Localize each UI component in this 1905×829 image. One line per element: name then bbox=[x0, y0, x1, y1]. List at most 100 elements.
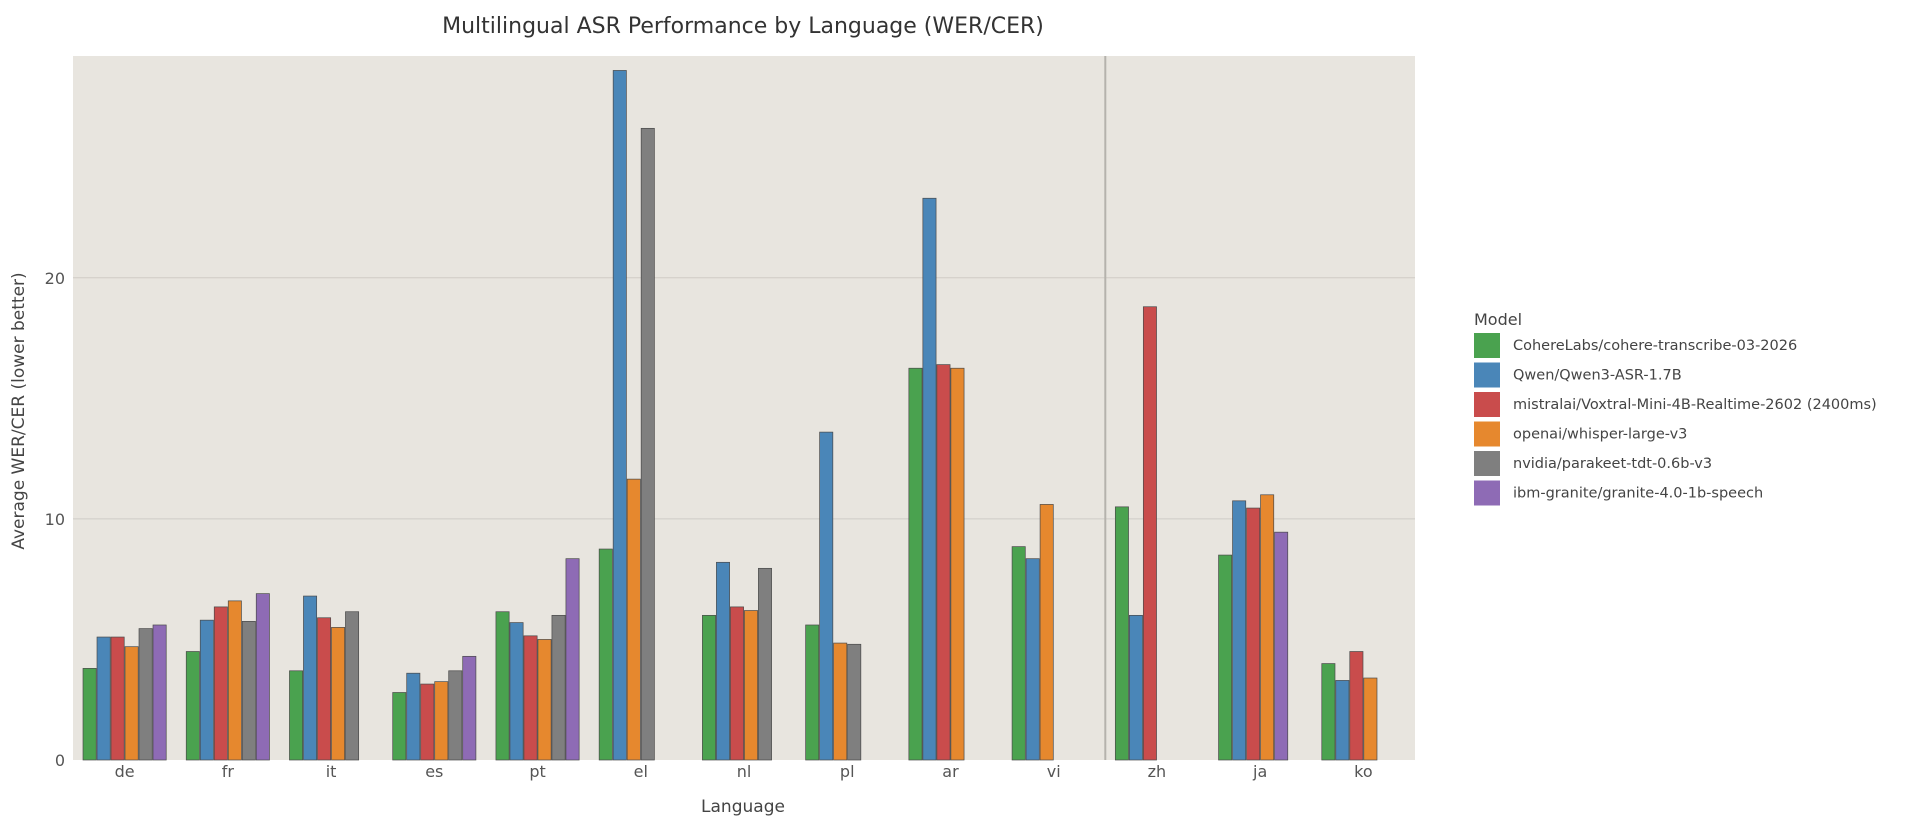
bar-nl-series-5 bbox=[758, 567, 772, 761]
legend-swatch-1 bbox=[1474, 333, 1500, 358]
bar-fr-series-1 bbox=[185, 651, 200, 761]
bar-de-series-4 bbox=[124, 646, 139, 761]
bar-pl-series-5 bbox=[847, 643, 862, 761]
x-axis-ticks: de fr it es pt el nl pl ar vi zh ja ko bbox=[115, 762, 1373, 781]
bar-pl-series-2 bbox=[819, 431, 834, 761]
x-tick-label: es bbox=[425, 762, 443, 781]
x-tick-label: fr bbox=[222, 762, 235, 781]
bar-es-series-2 bbox=[406, 672, 421, 761]
bar-fr-series-5 bbox=[241, 621, 256, 761]
bar-zh-series-1 bbox=[1114, 506, 1129, 761]
bar-vi-series-1 bbox=[1011, 546, 1026, 761]
bar-fr-series-3 bbox=[213, 606, 228, 761]
bar-ar-series-3 bbox=[936, 364, 951, 761]
bar-de-series-5 bbox=[138, 628, 153, 761]
bar-pt-series-6 bbox=[565, 558, 580, 761]
bar-es-series-5 bbox=[448, 670, 463, 761]
bar-es-series-1 bbox=[392, 692, 407, 761]
y-tick-label: 10 bbox=[45, 510, 65, 529]
bars bbox=[82, 70, 1378, 761]
legend-swatch-4 bbox=[1474, 421, 1500, 447]
bar-es-series-4 bbox=[434, 681, 449, 761]
bar-ja-series-6 bbox=[1274, 531, 1289, 761]
bar-ja-series-2 bbox=[1232, 500, 1247, 761]
bar-es-series-3 bbox=[420, 683, 435, 761]
bar-pt-series-4 bbox=[537, 639, 552, 761]
chart-title: Multilingual ASR Performance by Language… bbox=[442, 14, 1044, 39]
bar-ar-series-2 bbox=[922, 197, 937, 761]
y-axis-ticks: 0 10 20 bbox=[45, 269, 65, 770]
bar-pl-series-1 bbox=[805, 624, 820, 761]
x-tick-label: zh bbox=[1148, 762, 1167, 781]
bar-ja-series-4 bbox=[1260, 494, 1275, 761]
legend-title: Model bbox=[1474, 310, 1522, 329]
legend-label-1: CohereLabs/cohere-transcribe-03-2026 bbox=[1513, 338, 1797, 354]
x-tick-label: nl bbox=[737, 762, 752, 781]
bar-el-series-1 bbox=[598, 548, 613, 761]
x-tick-label: vi bbox=[1047, 762, 1061, 781]
bar-it-series-5 bbox=[345, 611, 360, 761]
bar-it-series-1 bbox=[289, 670, 304, 761]
x-tick-label: pl bbox=[840, 762, 855, 781]
bar-ja-series-3 bbox=[1246, 507, 1261, 761]
bar-pl-series-4 bbox=[833, 642, 848, 761]
bar-pt-series-3 bbox=[523, 635, 538, 761]
bar-vi-series-2 bbox=[1025, 558, 1040, 761]
bar-el-series-4 bbox=[626, 478, 641, 761]
legend-swatch-5 bbox=[1474, 451, 1500, 476]
bar-ko-series-4 bbox=[1363, 677, 1378, 761]
x-tick-label: el bbox=[634, 762, 648, 781]
y-tick-label: 0 bbox=[55, 751, 65, 770]
legend-label-3: mistralai/Voxtral-Mini-4B-Realtime-2602 … bbox=[1513, 397, 1877, 413]
x-tick-label: de bbox=[115, 762, 135, 781]
bar-el-series-5 bbox=[640, 127, 655, 761]
x-tick-label: ja bbox=[1252, 762, 1267, 781]
bar-de-series-6 bbox=[152, 624, 167, 761]
bar-pt-series-2 bbox=[509, 622, 524, 761]
legend-swatch-6 bbox=[1474, 480, 1500, 506]
bar-ko-series-2 bbox=[1335, 680, 1350, 761]
legend-label-5: nvidia/parakeet-tdt-0.6b-v3 bbox=[1513, 456, 1712, 472]
bar-fr-series-6 bbox=[255, 593, 270, 761]
bar-nl-series-4 bbox=[744, 610, 758, 761]
bar-nl-series-2 bbox=[716, 561, 730, 761]
bar-pt-series-1 bbox=[495, 611, 510, 761]
legend: Model CohereLabs/cohere-transcribe-03-20… bbox=[1474, 310, 1877, 506]
bar-de-series-1 bbox=[82, 668, 97, 761]
gridlines bbox=[73, 277, 1415, 520]
x-tick-label: ar bbox=[942, 762, 959, 781]
bar-it-series-4 bbox=[331, 627, 346, 761]
bar-it-series-2 bbox=[303, 595, 318, 761]
x-tick-label: pt bbox=[529, 762, 545, 781]
legend-label-6: ibm-granite/granite-4.0-1b-speech bbox=[1513, 486, 1763, 502]
bar-nl-series-3 bbox=[730, 606, 744, 761]
bar-fr-series-4 bbox=[227, 600, 242, 761]
bar-el-series-2 bbox=[612, 70, 627, 761]
bar-pt-series-5 bbox=[551, 614, 566, 761]
bar-fr-series-2 bbox=[199, 619, 214, 761]
y-axis-title: Average WER/CER (lower better) bbox=[9, 272, 29, 549]
bar-zh-series-2 bbox=[1128, 614, 1143, 761]
bar-es-series-6 bbox=[462, 655, 477, 761]
bar-ja-series-1 bbox=[1218, 554, 1233, 761]
bar-ko-series-1 bbox=[1321, 663, 1336, 761]
bar-it-series-3 bbox=[317, 617, 332, 761]
bar-ko-series-3 bbox=[1349, 651, 1364, 761]
bar-vi-series-4 bbox=[1039, 504, 1054, 761]
bar-de-series-3 bbox=[110, 636, 125, 761]
legend-swatch-2 bbox=[1474, 362, 1500, 388]
bar-nl-series-1 bbox=[702, 614, 716, 761]
bar-zh-series-3 bbox=[1142, 306, 1157, 761]
x-tick-label: ko bbox=[1354, 762, 1372, 781]
x-tick-label: it bbox=[326, 762, 337, 781]
bar-ar-series-1 bbox=[908, 367, 923, 761]
y-tick-label: 20 bbox=[45, 269, 65, 288]
legend-swatch-3 bbox=[1474, 392, 1500, 417]
bar-de-series-2 bbox=[96, 636, 111, 761]
x-axis-title: Language bbox=[701, 797, 785, 817]
plot-area bbox=[73, 56, 1415, 760]
bar-ar-series-4 bbox=[950, 367, 965, 761]
legend-label-4: openai/whisper-large-v3 bbox=[1513, 427, 1687, 443]
legend-label-2: Qwen/Qwen3-ASR-1.7B bbox=[1513, 368, 1682, 384]
